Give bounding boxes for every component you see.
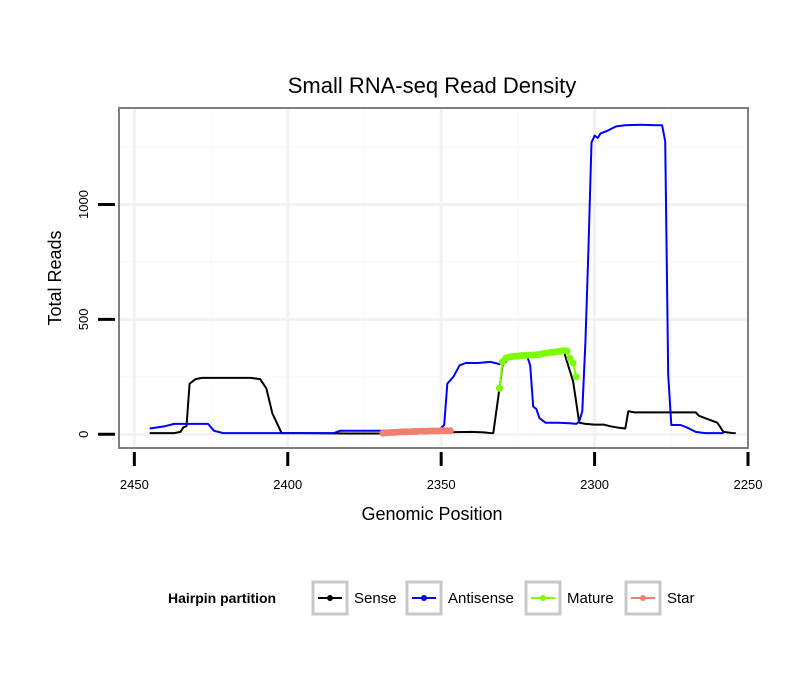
legend: Hairpin partition Sense Antisense Mature St…	[168, 580, 695, 616]
legend-label-sense: Sense	[354, 590, 397, 607]
y-tick-label: 0	[76, 431, 91, 438]
series-line-antisense	[149, 123, 724, 435]
plot-panel-border	[118, 107, 749, 449]
y-tick-label: 1000	[76, 190, 91, 219]
data-point-mature	[563, 347, 571, 355]
chart-title: Small RNA-seq Read Density	[288, 73, 577, 98]
series-layer	[149, 123, 736, 437]
y-axis: 0 500 1000	[76, 190, 115, 438]
data-point-mature	[569, 359, 577, 367]
x-tick-label: 2300	[580, 477, 609, 492]
legend-swatch-point-star	[640, 595, 646, 601]
x-tick-label: 2450	[120, 477, 149, 492]
x-tick-label: 2250	[734, 477, 763, 492]
legend-swatch-point-sense	[327, 595, 333, 601]
x-axis: 2450 2400 2350 2300 2250	[120, 452, 763, 492]
data-point-mature	[496, 384, 503, 392]
legend-title: Hairpin partition	[168, 590, 276, 606]
data-point-star	[446, 427, 454, 435]
legend-swatch-point-antisense	[421, 595, 427, 601]
x-tick-label: 2400	[273, 477, 302, 492]
gridlines	[119, 108, 748, 448]
legend-label-mature: Mature	[567, 590, 614, 607]
y-axis-title: Total Reads	[45, 230, 65, 325]
legend-label-antisense: Antisense	[448, 590, 514, 607]
x-tick-label: 2350	[427, 477, 456, 492]
legend-swatch-point-mature	[540, 595, 546, 601]
series-line-sense	[149, 350, 736, 435]
legend-label-star: Star	[667, 590, 695, 607]
y-tick-label: 500	[76, 308, 91, 330]
data-point-mature	[572, 373, 580, 381]
x-axis-title: Genomic Position	[361, 504, 502, 524]
